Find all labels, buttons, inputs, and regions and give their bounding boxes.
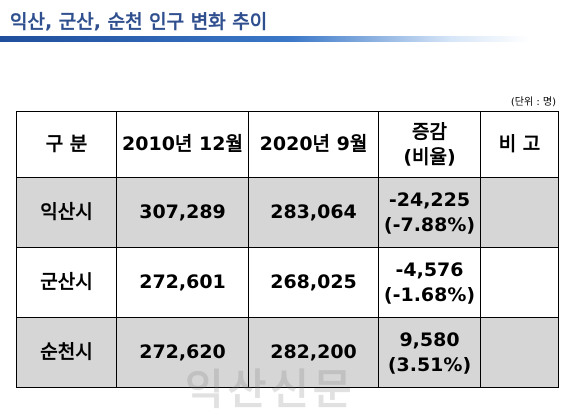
watermark: 익산신문 [185, 365, 356, 412]
table-header-row: 구 분 2010년 12월 2020년 9월 증감 (비율) 비 고 [16, 111, 559, 178]
header-category: 구 분 [16, 111, 117, 178]
change-rate: (-1.68%) [383, 283, 476, 306]
header-dec2010: 2010년 12월 [116, 111, 249, 178]
header-rate-label: (비율) [403, 145, 456, 168]
city-cell: 군산시 [16, 247, 117, 318]
change-value: -4,576 [395, 258, 464, 281]
header-change-label: 증감 [412, 120, 447, 143]
table-row: 익산시 307,289 283,064 -24,225 (-7.88%) [16, 177, 559, 248]
change-value: 9,580 [399, 328, 460, 351]
header-change: 증감 (비율) [378, 111, 481, 178]
change-cell: 9,580 (3.51%) [378, 317, 481, 388]
change-cell: -24,225 (-7.88%) [378, 177, 481, 248]
header-remark: 비 고 [480, 111, 559, 178]
change-cell: -4,576 (-1.68%) [378, 247, 481, 318]
table-row: 순천시 272,620 282,200 9,580 (3.51%) [16, 317, 559, 388]
remark-cell [480, 317, 559, 388]
dec2010-cell: 307,289 [116, 177, 249, 248]
page-title: 익산, 군산, 순천 인구 변화 추이 [10, 11, 268, 33]
change-value: -24,225 [388, 188, 471, 211]
header-sep2020: 2020년 9월 [248, 111, 379, 178]
city-cell: 익산시 [16, 177, 117, 248]
title-underline [0, 36, 530, 42]
change-rate: (3.51%) [387, 353, 472, 376]
remark-cell [480, 247, 559, 318]
sep2020-cell: 283,064 [248, 177, 379, 248]
dec2010-cell: 272,601 [116, 247, 249, 318]
title-bar: 익산, 군산, 순천 인구 변화 추이 [0, 0, 580, 44]
sep2020-cell: 282,200 [248, 317, 379, 388]
population-table: 구 분 2010년 12월 2020년 9월 증감 (비율) 비 고 익산시 3… [16, 111, 559, 388]
city-cell: 순천시 [16, 317, 117, 388]
unit-note: (단위 : 명) [510, 97, 556, 108]
remark-cell [480, 177, 559, 248]
change-rate: (-7.88%) [383, 213, 476, 236]
table-row: 군산시 272,601 268,025 -4,576 (-1.68%) [16, 247, 559, 318]
sep2020-cell: 268,025 [248, 247, 379, 318]
